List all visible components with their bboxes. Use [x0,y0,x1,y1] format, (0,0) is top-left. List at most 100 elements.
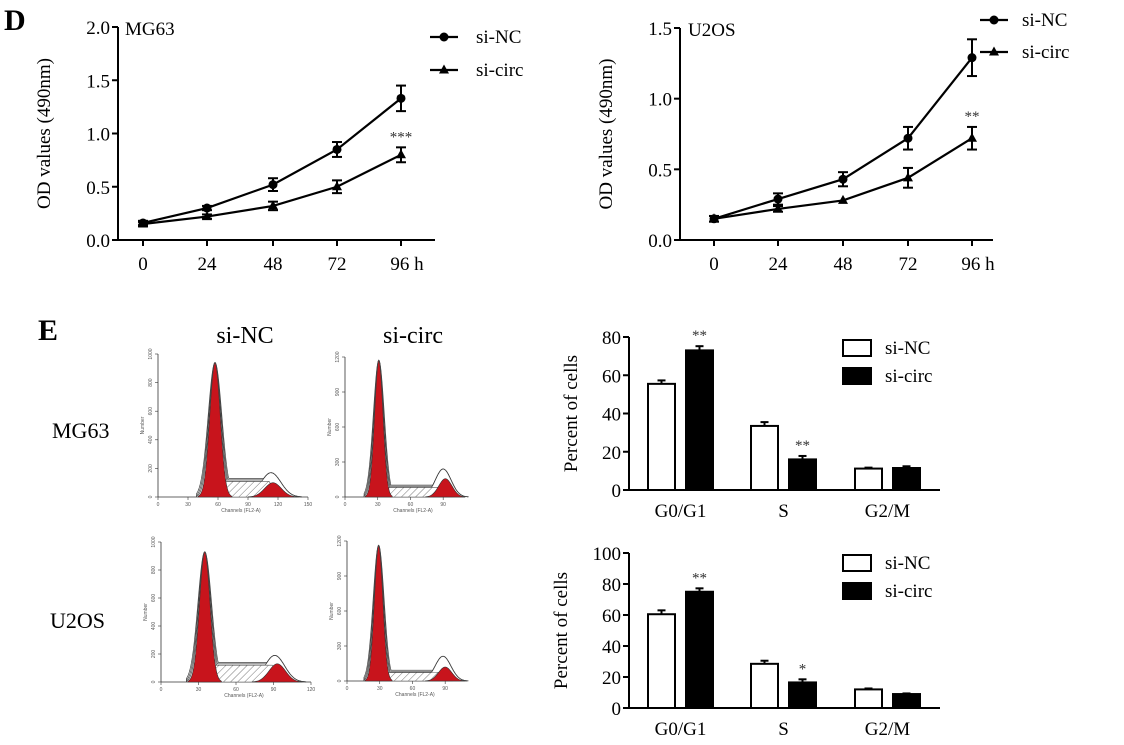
flow-y-tick-label: 900 [335,388,341,397]
flow-y-tick-label: 0 [335,495,341,498]
significance-mark: ** [795,438,810,454]
flow-y-axis-title: Number [327,418,333,436]
flow-x-tick-label: 30 [375,502,381,508]
flow-y-tick-label: 400 [148,435,154,444]
flow-y-axis-title: Number [329,602,335,620]
bar-si-NC-G2M [854,688,883,710]
x-tick-label: 96 h [961,254,995,275]
flow-x-axis-title: Channels (FL2-A) [395,692,435,698]
flow-x-tick-label: 0 [344,502,347,508]
flow-row-label-mg63: MG63 [52,418,109,443]
significance-mark: * [799,661,807,677]
y-tick-label: 20 [602,443,621,464]
flow-histogram-u2os-si-nc: 0 200 400 600 800 1000 0 30 60 90 120 Number Channel… [143,536,315,699]
data-point [967,53,977,63]
bar-si-NC-G0G1 [647,613,676,709]
data-point [396,93,406,103]
flow-histogram-mg63-si-nc: 0 200 400 600 800 1000 0 30 60 90 120 150 Number Chan… [140,348,312,514]
flow-g2-peak [252,663,303,683]
flow-g1-peak [364,544,393,682]
category-label: G2/M [865,719,911,740]
flow-g1-peak [197,362,233,498]
significance-mark: ** [692,570,707,586]
legend-swatch [842,339,872,357]
flow-x-axis-title: Channels (FL2-A) [221,508,261,514]
bar-si-circ-G0G1 [685,590,714,709]
x-tick-label: 0 [709,254,719,275]
legend-label: si-circ [885,581,932,602]
legend-marker-circle [989,15,999,25]
y-tick-label: 100 [593,544,622,565]
data-point [268,180,278,190]
bar-si-NC-G2M [854,467,883,491]
bar-si-circ-S [788,681,817,709]
flow-y-tick-label: 1000 [148,348,154,359]
y-axis-title: OD values (490nm) [596,59,617,210]
y-tick-label: 1.0 [648,90,672,111]
flow-x-tick-label: 30 [196,687,202,693]
y-tick-label: 1.5 [648,19,672,40]
x-tick-label: 48 [834,254,853,275]
flow-x-tick-label: 30 [185,502,191,508]
data-point [202,211,212,221]
data-point [838,194,848,204]
flow-x-tick-label: 30 [377,686,383,692]
category-label: G0/G1 [655,501,707,522]
panel-label-d: D [4,4,26,37]
data-point [838,174,848,184]
y-tick-label: 0 [612,481,622,502]
flow-x-tick-label: 60 [233,687,239,693]
data-point [138,218,148,228]
flow-y-tick-label: 200 [148,464,154,473]
legend-label: si-NC [476,27,521,48]
flow-y-tick-label: 900 [337,572,343,581]
flow-y-tick-label: 600 [148,407,154,416]
y-tick-label: 80 [602,575,621,596]
flow-x-tick-label: 60 [408,502,414,508]
category-label: S [778,501,789,522]
data-point [709,213,719,223]
bar-si-circ-G2M [892,693,921,709]
flow-x-axis-title: Channels (FL2-A) [224,693,264,699]
y-tick-label: 1.0 [86,125,110,146]
bar-si-NC-S [750,424,779,491]
flow-histogram-mg63-si-circ: 0 300 600 900 1200 0 30 60 90 Number Channels (FL2… [327,351,469,514]
flow-envelope-line [196,362,303,498]
significance-mark: ** [965,109,980,125]
flow-g2-peak [425,478,466,498]
legend-label: si-NC [885,338,930,359]
y-tick-label: 2.0 [86,18,110,39]
flow-x-tick-label: 90 [442,686,448,692]
flow-x-tick-label: 60 [410,686,416,692]
legend-label: si-circ [1022,42,1069,63]
legend-label: si-NC [885,553,930,574]
legend-marker-triangle [989,46,999,56]
legend-swatch [842,554,872,572]
flow-x-tick-label: 90 [271,687,277,693]
y-tick-label: 60 [602,606,621,627]
x-tick-label: 96 h [390,254,424,275]
flow-y-tick-label: 600 [151,594,157,603]
significance-mark: *** [390,129,413,145]
flow-y-tick-label: 0 [148,495,154,498]
data-point [332,144,342,154]
flow-x-tick-label: 150 [304,502,313,508]
chart-title: U2OS [688,20,736,41]
y-tick-label: 0.5 [86,178,110,199]
flow-x-tick-label: 0 [157,502,160,508]
flow-x-tick-label: 120 [274,502,283,508]
series-line-si-NC [713,56,973,220]
bar-chart-u2os: 0 20 40 60 80 100 Percent of cells G0/G1 S G2/M si… [551,544,940,740]
flow-envelope-line [186,551,307,683]
flow-y-tick-label: 400 [151,622,157,631]
flow-y-tick-label: 600 [335,423,341,432]
legend-marker-triangle [439,64,449,74]
flow-g2-peak [425,666,466,682]
flow-y-tick-label: 300 [337,642,343,651]
flow-y-tick-label: 800 [148,378,154,387]
line-chart-u2os: 0.0 0.5 1.0 1.5 0 24 48 72 96 h OD values (490nm)… [596,10,1069,275]
flow-col-title-si-nc: si-NC [216,323,273,349]
flow-g2-peak [247,482,299,498]
y-tick-label: 0.0 [86,231,110,252]
